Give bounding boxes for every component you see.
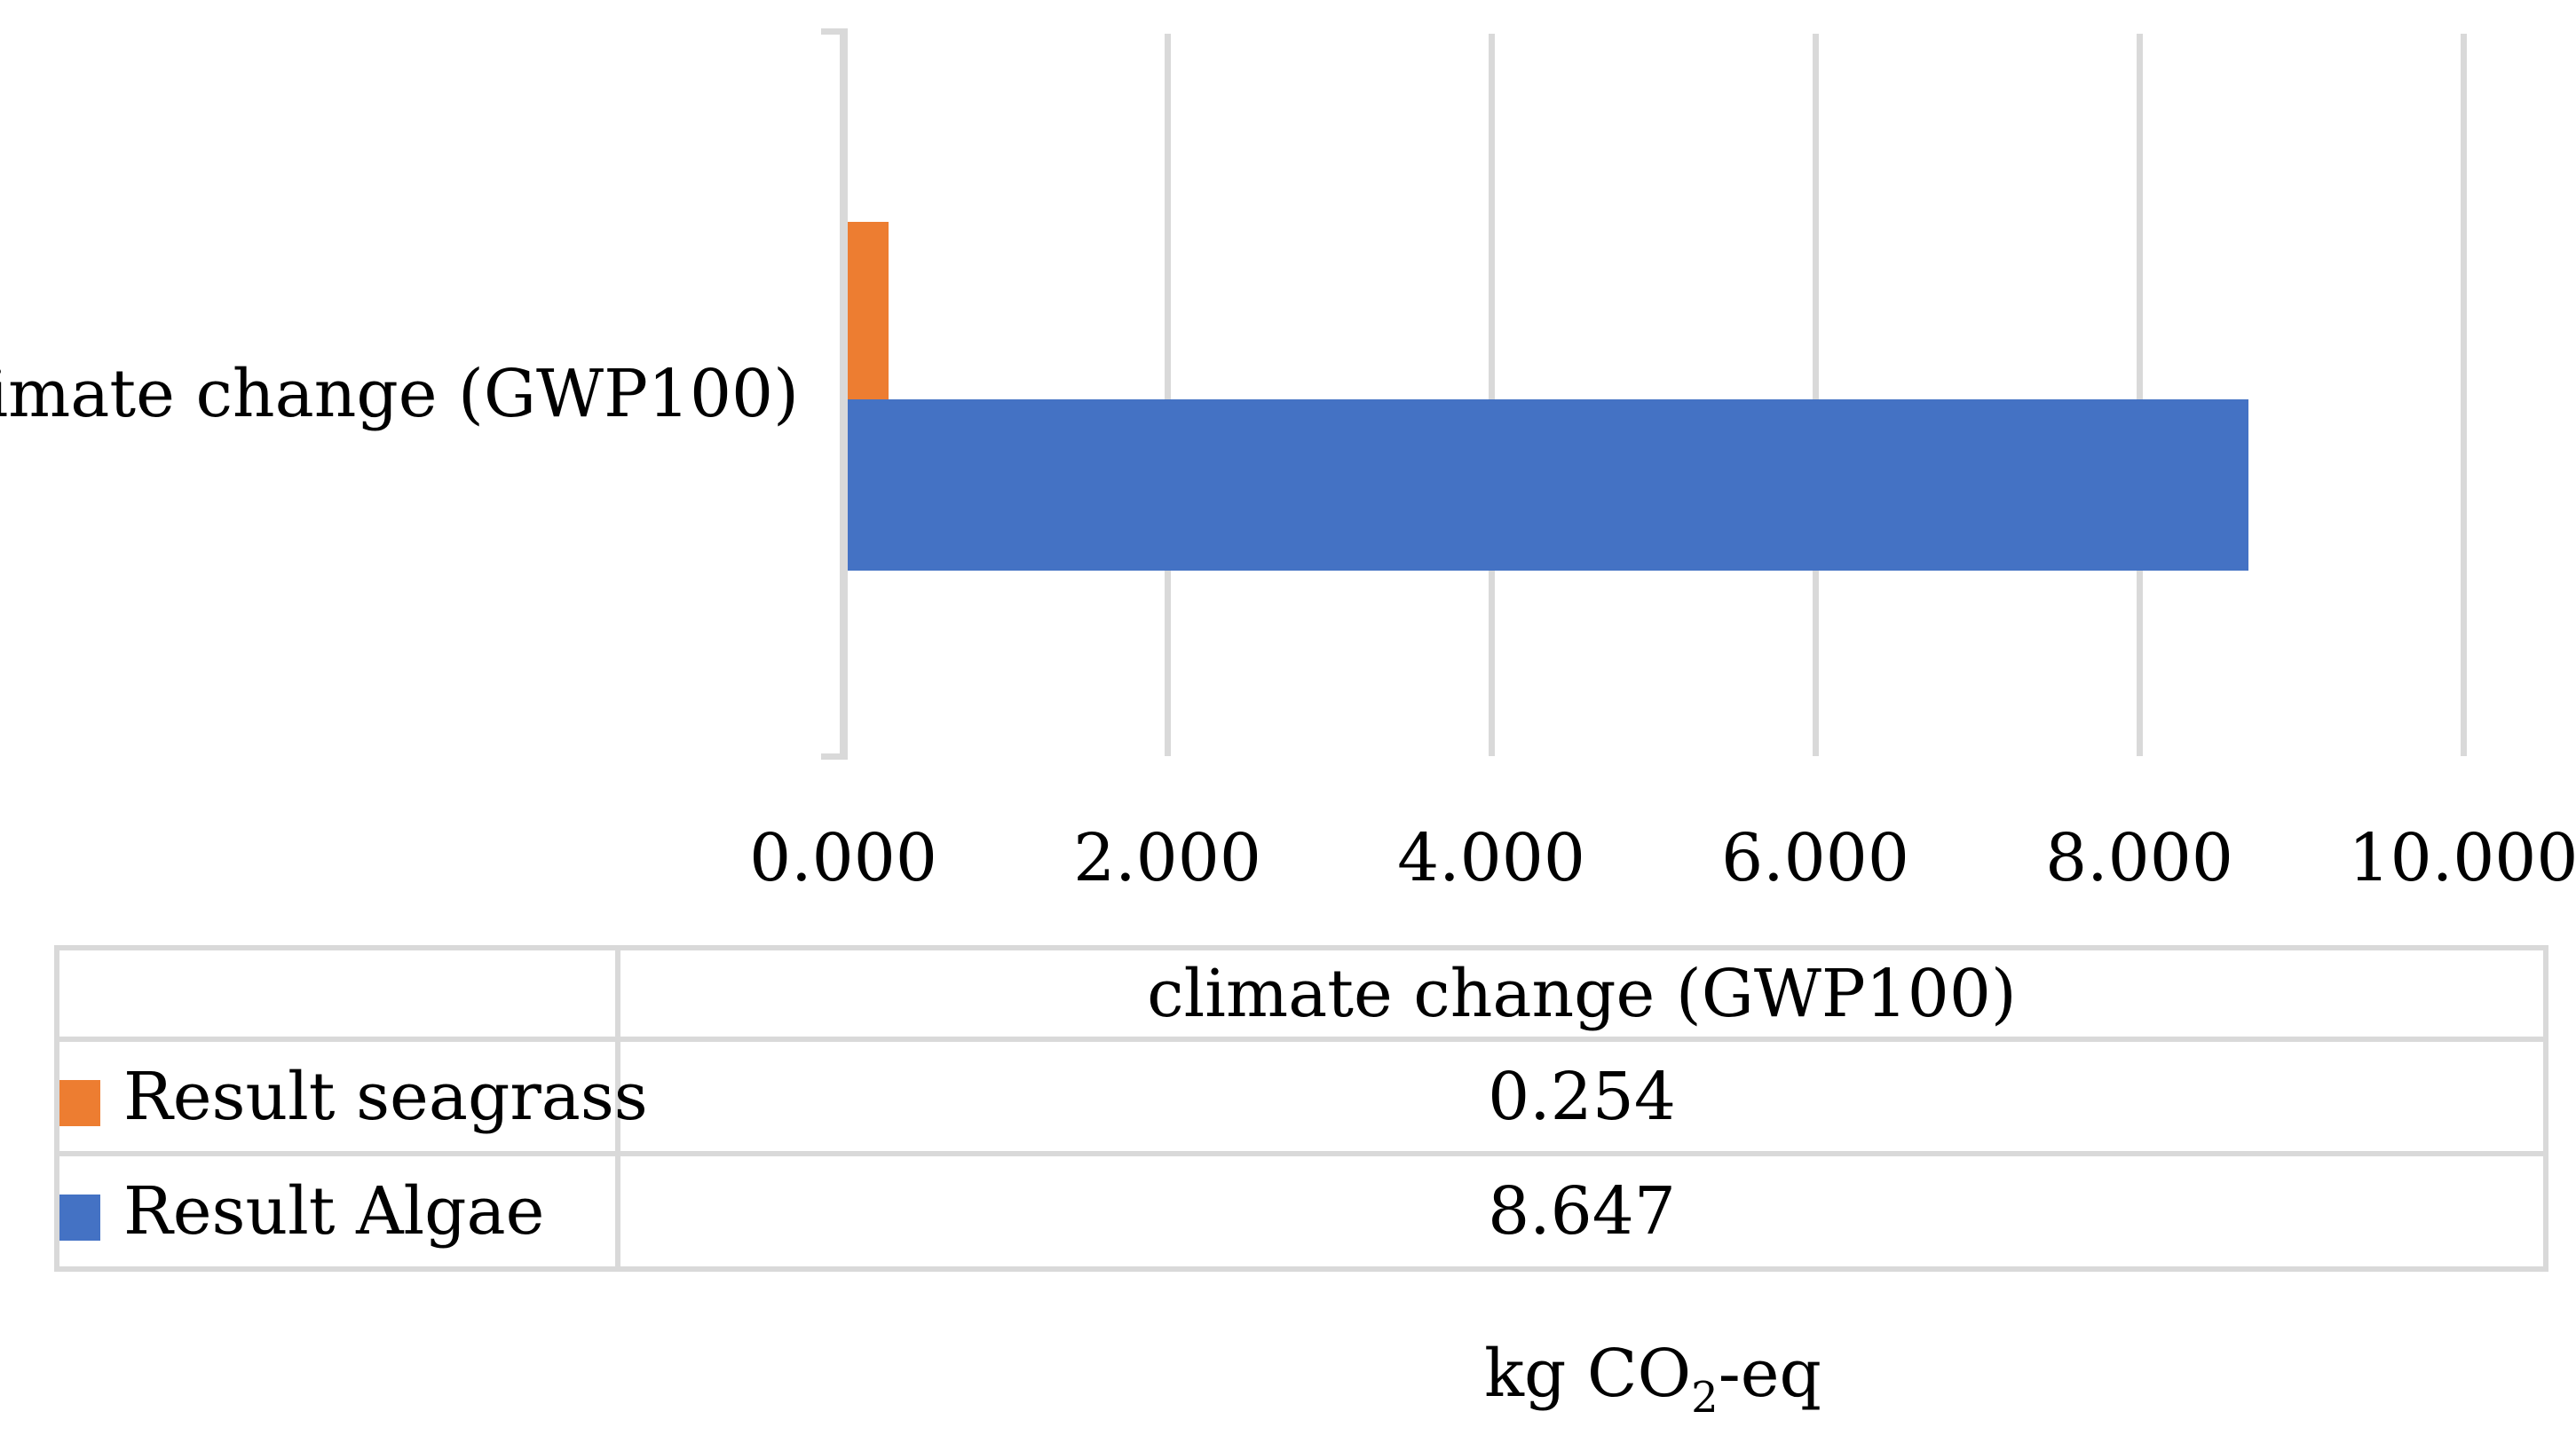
category-axis-line bbox=[840, 34, 848, 756]
x-tick-label: 6.000 bbox=[1721, 820, 1909, 896]
legend-item-result-seagrass: Result seagrass bbox=[54, 1037, 648, 1156]
gridline bbox=[1165, 34, 1171, 756]
x-tick-label: 8.000 bbox=[2045, 820, 2233, 896]
legend-label: Result seagrass bbox=[123, 1058, 648, 1135]
x-tick-label: 4.000 bbox=[1397, 820, 1585, 896]
category-axis-label: climate change (GWP100) bbox=[0, 356, 799, 432]
table-header-cell: climate change (GWP100) bbox=[615, 945, 2548, 1042]
legend-color-swatch bbox=[59, 1195, 100, 1241]
legend-color-swatch bbox=[59, 1079, 100, 1126]
axis-tick-mark bbox=[821, 753, 848, 760]
x-axis-title-text: kg CO bbox=[1484, 1336, 1692, 1412]
legend-label: Result Algae bbox=[123, 1173, 545, 1250]
value-cell-result-seagrass: 0.254 bbox=[615, 1037, 2548, 1156]
table-header-row: climate change (GWP100) bbox=[54, 945, 2548, 1042]
x-tick-label: 2.000 bbox=[1073, 820, 1261, 896]
bar-result-algae bbox=[848, 399, 2248, 571]
x-tick-label: 0.000 bbox=[749, 820, 937, 896]
data-table: climate change (GWP100) Result seagrass … bbox=[54, 945, 2548, 1272]
legend-item-result-algae: Result Algae bbox=[54, 1151, 620, 1272]
x-tick-label: 10.000 bbox=[2348, 820, 2576, 896]
gridline bbox=[1489, 34, 1495, 756]
gridline bbox=[1813, 34, 1819, 756]
table-row: Result Algae 8.647 bbox=[54, 1151, 2548, 1272]
x-axis-title: kg CO2-eq bbox=[1253, 1331, 2052, 1419]
gridline bbox=[2137, 34, 2143, 756]
gridline bbox=[2461, 34, 2467, 756]
x-axis-title-text: -eq bbox=[1718, 1336, 1821, 1412]
axis-tick-mark bbox=[821, 28, 848, 35]
value-cell-result-algae: 8.647 bbox=[615, 1151, 2548, 1272]
table-empty-cell bbox=[54, 945, 620, 1042]
bar-result-seagrass bbox=[848, 222, 889, 399]
table-row: Result seagrass 0.254 bbox=[54, 1037, 2548, 1156]
x-axis-title-subscript: 2 bbox=[1691, 1373, 1719, 1423]
